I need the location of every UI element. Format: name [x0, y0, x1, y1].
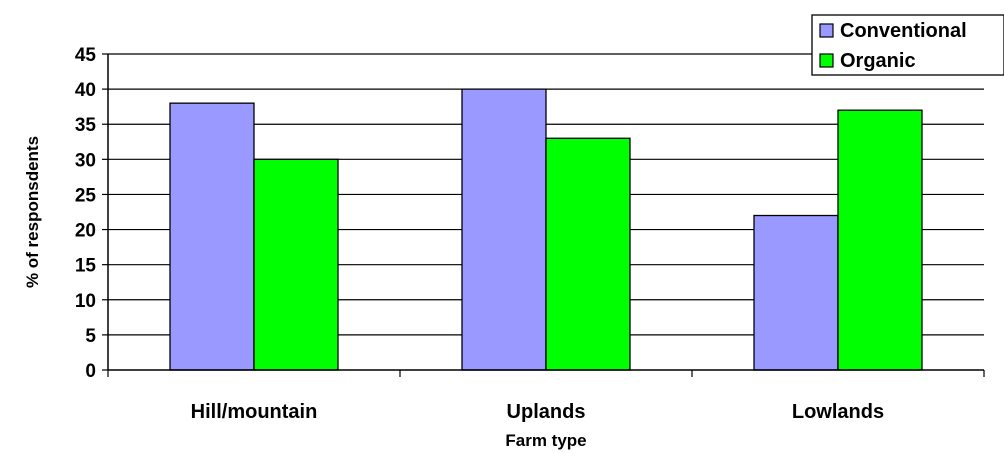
- bar-conventional-2: [753, 214, 839, 371]
- bar-organic-2: [837, 109, 923, 371]
- y-tick-label: 40: [75, 80, 96, 101]
- y-ticks: 0 5 10 15 20 25 30 35 40 45: [75, 45, 108, 382]
- x-tick-label: Lowlands: [792, 401, 884, 423]
- legend-label-conventional: Conventional: [840, 20, 967, 42]
- y-tick-label: 10: [75, 291, 96, 312]
- x-axis-label: Farm type: [505, 431, 586, 450]
- y-tick-label: 25: [75, 185, 97, 206]
- y-tick-label: 35: [75, 115, 97, 136]
- x-tick-label: Hill/mountain: [191, 401, 318, 423]
- bar-organic-1: [545, 137, 631, 371]
- y-tick-label: 20: [75, 221, 96, 242]
- bar-organic-0: [253, 158, 339, 371]
- legend-box: [811, 14, 1004, 76]
- legend-swatch-conventional: [819, 23, 834, 38]
- y-tick-label: 30: [75, 150, 96, 171]
- legend-label-organic: Organic: [840, 50, 916, 72]
- bar-conventional-1: [461, 88, 547, 371]
- bar-conventional-0: [169, 102, 255, 371]
- y-tick-label: 45: [75, 45, 97, 66]
- legend: Conventional Organic: [811, 14, 1004, 76]
- y-tick-label: 0: [85, 361, 96, 382]
- x-tick-label: Uplands: [507, 401, 586, 423]
- y-tick-label: 15: [75, 256, 97, 277]
- x-ticks: Hill/mountain Uplands Lowlands: [107, 370, 985, 423]
- bars: [169, 88, 923, 371]
- legend-swatch-organic: [819, 53, 834, 68]
- y-axis-label: % of responsdents: [23, 136, 42, 288]
- y-tick-label: 5: [85, 326, 96, 347]
